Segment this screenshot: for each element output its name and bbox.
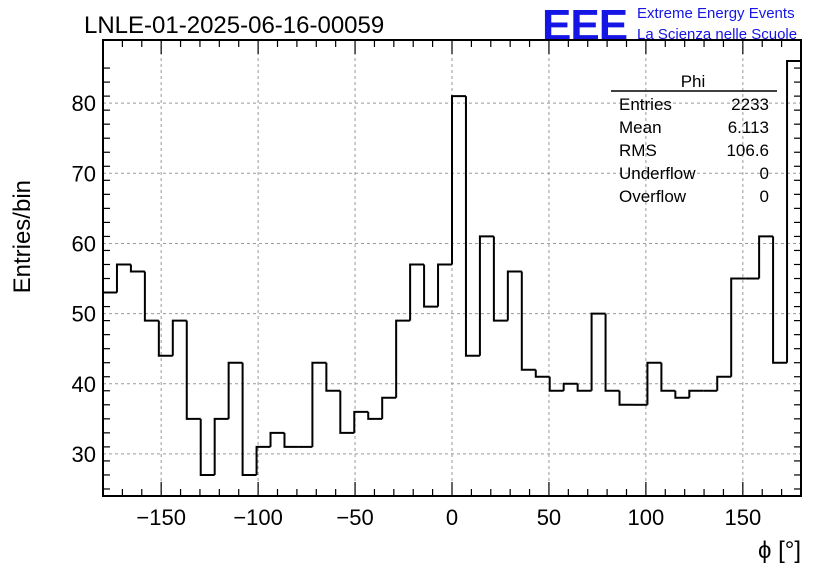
x-tick-label: −50	[336, 505, 373, 530]
histogram-bin	[311, 361, 327, 447]
x-tick-label: −150	[136, 505, 186, 530]
histogram-bin	[395, 319, 411, 398]
histogram-bin	[283, 432, 299, 448]
histogram-bin	[157, 320, 173, 357]
histogram-bin	[437, 263, 452, 307]
histogram-bin	[129, 264, 145, 273]
histogram-bin	[674, 390, 690, 399]
y-tick-label: 60	[72, 231, 96, 256]
axis-ticks	[102, 40, 802, 496]
x-tick-labels: −150 −100 −50 0 50 100 150	[136, 505, 761, 530]
histogram-bin	[325, 362, 341, 392]
histogram-bin	[758, 235, 774, 279]
histogram-bin	[143, 271, 159, 322]
histogram-bin	[716, 375, 732, 391]
histogram-bin	[506, 270, 522, 321]
y-tick-label: 70	[72, 161, 96, 186]
x-axis-label: ϕ [°]	[758, 537, 801, 564]
histogram-bin	[409, 263, 425, 321]
histogram-bin	[353, 410, 369, 433]
y-tick-label: 50	[72, 302, 96, 327]
stats-box-title: Phi	[681, 72, 706, 91]
histogram-bin	[213, 417, 229, 475]
histogram-bin	[618, 390, 634, 406]
histogram-bin	[520, 271, 536, 371]
y-tick-labels: 30 40 50 60 70 80	[72, 91, 96, 467]
stats-box: Phi Entries 2233 Mean 6.113 RMS 106.6 Un…	[611, 72, 777, 206]
logo-line-1: Extreme Energy Events	[637, 5, 795, 22]
logo-line-2: La Scienza nelle Scuole	[637, 26, 797, 43]
histogram-bin	[688, 389, 704, 398]
histogram-bin	[199, 418, 215, 476]
stats-value-entries: 2233	[731, 95, 769, 114]
chart-title: LNLE-01-2025-06-16-00059	[84, 12, 384, 39]
histogram-bin	[646, 361, 662, 405]
histogram-bin	[451, 95, 466, 265]
histogram-bin	[115, 263, 131, 293]
stats-label-underflow: Underflow	[619, 164, 696, 183]
histogram-bin	[604, 313, 620, 392]
histogram-bin	[241, 362, 257, 476]
y-tick-label: 30	[72, 442, 96, 467]
histogram-bin	[381, 396, 397, 419]
histogram-bin	[492, 236, 508, 322]
histogram-bin	[464, 96, 480, 357]
histogram-bin	[590, 312, 606, 391]
stats-label-entries: Entries	[619, 95, 672, 114]
stats-label-mean: Mean	[619, 118, 662, 137]
histogram-bin	[227, 361, 243, 419]
y-tick-label: 40	[72, 372, 96, 397]
histogram-bin	[185, 320, 201, 420]
histogram-bin	[548, 376, 564, 392]
histogram-bin	[562, 382, 578, 391]
stats-label-rms: RMS	[619, 141, 657, 160]
histogram-bin	[660, 362, 676, 392]
histogram-bin	[339, 390, 355, 434]
x-tick-label: −100	[233, 505, 283, 530]
histogram-bin	[255, 445, 271, 475]
stats-value-rms: 106.6	[726, 141, 769, 160]
x-tick-label: 100	[628, 505, 665, 530]
stats-label-overflow: Overflow	[619, 187, 687, 206]
histogram-bin	[367, 411, 383, 420]
y-axis-label: Entries/bin	[9, 180, 36, 293]
histogram-bin	[730, 277, 746, 377]
stats-value-mean: 6.113	[728, 118, 769, 137]
x-tick-label: 50	[537, 505, 561, 530]
y-tick-label: 80	[72, 91, 96, 116]
histogram-bin	[772, 236, 788, 364]
histogram-bin	[423, 264, 439, 308]
stats-value-underflow: 0	[760, 164, 769, 183]
histogram-bin	[269, 431, 285, 447]
histogram-bin	[576, 383, 592, 392]
histogram-bin	[171, 319, 187, 356]
eee-logo: EEE	[542, 1, 627, 50]
histogram-bin	[478, 235, 494, 356]
stats-value-overflow: 0	[760, 187, 769, 206]
x-tick-label: 0	[446, 505, 458, 530]
histogram-bin	[534, 369, 550, 378]
x-tick-label: 150	[724, 505, 761, 530]
